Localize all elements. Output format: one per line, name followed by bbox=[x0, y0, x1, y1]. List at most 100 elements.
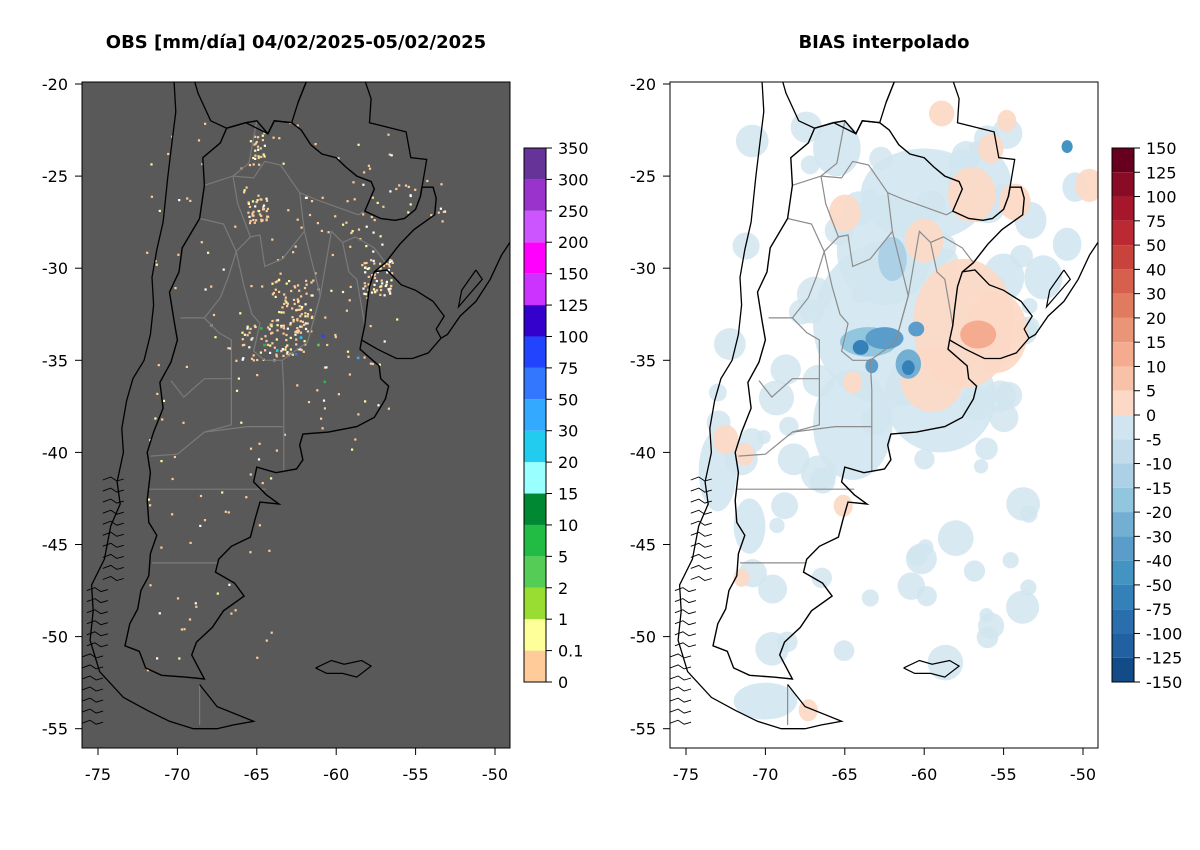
colorbar-bias-swatch bbox=[1112, 390, 1134, 415]
colorbar-bias: 1501251007550403020151050-5-10-15-20-30-… bbox=[1111, 139, 1182, 692]
colorbar-bias-label: 15 bbox=[1146, 333, 1166, 352]
station-point bbox=[257, 194, 260, 197]
station-point bbox=[265, 210, 268, 213]
lon-tick-label: -60 bbox=[323, 765, 349, 784]
station-point bbox=[249, 219, 252, 223]
station-point bbox=[299, 331, 302, 334]
station-point bbox=[282, 324, 285, 327]
station-point bbox=[385, 262, 388, 265]
province-border bbox=[281, 360, 285, 471]
station-point bbox=[254, 135, 257, 138]
station-point bbox=[362, 287, 365, 290]
station-point bbox=[296, 327, 299, 330]
station-point bbox=[323, 366, 327, 369]
bias-cell bbox=[758, 574, 788, 604]
station-point bbox=[146, 251, 149, 254]
country-border bbox=[712, 120, 1025, 680]
station-point bbox=[252, 210, 255, 213]
station-point bbox=[195, 605, 198, 608]
station-point bbox=[373, 273, 376, 276]
colorbar-bias-swatch bbox=[1112, 415, 1134, 440]
bias-cell bbox=[758, 380, 795, 416]
station-point bbox=[294, 286, 297, 289]
station-point bbox=[278, 137, 281, 140]
station-point bbox=[283, 433, 286, 436]
station-point bbox=[255, 219, 258, 222]
colorbar-bias-label: 75 bbox=[1146, 212, 1166, 231]
map-obs-background bbox=[82, 82, 510, 748]
station-point bbox=[275, 449, 278, 452]
station-point bbox=[284, 346, 288, 349]
station-point bbox=[364, 271, 367, 274]
colorbar-obs-label: 300 bbox=[558, 170, 589, 189]
colorbar-bias-swatch bbox=[1112, 657, 1134, 682]
station-point bbox=[383, 340, 386, 343]
colorbar-bias-swatch bbox=[1112, 512, 1134, 537]
station-point bbox=[292, 251, 295, 254]
bias-cell bbox=[833, 640, 855, 662]
station-point bbox=[375, 279, 378, 283]
lon-tick-label: -75 bbox=[85, 765, 111, 784]
province-border bbox=[232, 175, 306, 268]
station-point bbox=[257, 156, 260, 160]
colorbar-obs-label: 1 bbox=[558, 610, 568, 629]
station-point bbox=[296, 124, 299, 127]
station-point bbox=[308, 213, 312, 217]
station-point bbox=[249, 327, 252, 330]
colorbar-obs-label: 2 bbox=[558, 579, 568, 598]
station-point bbox=[286, 344, 289, 347]
station-point bbox=[300, 307, 303, 310]
station-point bbox=[345, 309, 348, 312]
colorbar-obs-swatch bbox=[524, 242, 546, 274]
station-point-rain bbox=[321, 334, 325, 338]
bias-cell bbox=[796, 276, 833, 313]
colorbar-bias-label: -75 bbox=[1146, 600, 1172, 619]
station-point bbox=[222, 268, 225, 271]
station-point bbox=[303, 340, 306, 343]
station-point bbox=[365, 261, 368, 265]
station-point bbox=[285, 301, 288, 304]
bias-cell bbox=[1006, 590, 1040, 624]
station-point bbox=[286, 302, 289, 305]
station-point bbox=[249, 447, 253, 450]
station-point bbox=[194, 602, 197, 605]
province-border bbox=[792, 426, 872, 433]
station-point bbox=[380, 288, 383, 292]
station-point bbox=[264, 349, 267, 352]
bias-area-core bbox=[865, 327, 904, 350]
bias-cell bbox=[915, 190, 946, 220]
station-point bbox=[253, 324, 256, 327]
station-point bbox=[214, 336, 217, 339]
station-point bbox=[281, 348, 284, 351]
station-point bbox=[330, 289, 333, 292]
station-point bbox=[276, 319, 280, 322]
colorbar-bias-swatch bbox=[1112, 245, 1134, 270]
station-point bbox=[291, 316, 294, 319]
station-point bbox=[171, 477, 174, 481]
colorbar-bias-label: -150 bbox=[1146, 673, 1182, 692]
province-border bbox=[792, 160, 947, 216]
station-point bbox=[385, 280, 388, 283]
coastline-west bbox=[89, 82, 256, 730]
lon-tick-label: -50 bbox=[1070, 765, 1096, 784]
station-point bbox=[390, 154, 393, 157]
station-point bbox=[382, 205, 385, 208]
station-point bbox=[235, 359, 238, 362]
station-point bbox=[306, 322, 309, 325]
station-point bbox=[354, 438, 357, 441]
station-point bbox=[311, 294, 314, 297]
bias-cell bbox=[1010, 244, 1033, 268]
station-point bbox=[323, 407, 326, 410]
bolivia-border bbox=[782, 82, 895, 135]
station-point bbox=[224, 510, 227, 513]
station-point bbox=[282, 327, 286, 330]
station-point bbox=[439, 207, 442, 210]
map-obs-axes: -75 -70 -65 -60 -55 -50 -20 -25 -30 -35 -40 -45 -50 -… bbox=[42, 75, 508, 784]
lon-tick-label: -65 bbox=[244, 765, 270, 784]
bias-area-negative bbox=[1024, 255, 1063, 300]
colorbar-bias-swatch bbox=[1112, 633, 1134, 658]
malvinas-islands bbox=[903, 659, 961, 678]
station-point bbox=[379, 267, 382, 270]
station-point bbox=[379, 235, 382, 238]
station-point bbox=[258, 163, 261, 166]
